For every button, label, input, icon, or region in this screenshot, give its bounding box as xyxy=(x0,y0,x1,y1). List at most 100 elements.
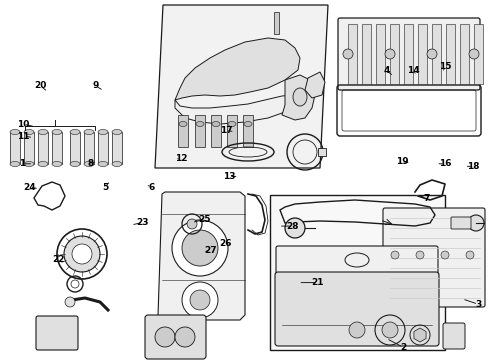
Text: 19: 19 xyxy=(395,158,407,166)
Ellipse shape xyxy=(112,162,122,166)
Circle shape xyxy=(409,325,429,345)
FancyBboxPatch shape xyxy=(275,246,437,275)
Bar xyxy=(84,132,94,164)
Ellipse shape xyxy=(70,130,80,135)
Bar xyxy=(431,24,440,84)
Circle shape xyxy=(374,315,404,345)
Ellipse shape xyxy=(84,162,94,166)
Polygon shape xyxy=(158,192,244,320)
Text: 17: 17 xyxy=(219,126,232,135)
Ellipse shape xyxy=(38,162,48,166)
FancyBboxPatch shape xyxy=(337,18,479,90)
Text: 3: 3 xyxy=(474,300,480,309)
Bar xyxy=(24,132,34,164)
Circle shape xyxy=(285,218,305,238)
Circle shape xyxy=(348,322,364,338)
Circle shape xyxy=(342,49,352,59)
Bar xyxy=(38,132,48,164)
Text: 25: 25 xyxy=(198,215,210,224)
Ellipse shape xyxy=(52,130,62,135)
Ellipse shape xyxy=(112,130,122,135)
Text: 7: 7 xyxy=(422,194,429,202)
Text: 9: 9 xyxy=(92,81,99,90)
Ellipse shape xyxy=(24,162,34,166)
Text: 4: 4 xyxy=(382,66,389,75)
Circle shape xyxy=(72,244,92,264)
Text: 26: 26 xyxy=(219,239,232,248)
Bar xyxy=(417,24,426,84)
Ellipse shape xyxy=(10,130,20,135)
Circle shape xyxy=(468,49,478,59)
Ellipse shape xyxy=(70,162,80,166)
Text: 15: 15 xyxy=(438,62,450,71)
Bar xyxy=(403,24,412,84)
Bar xyxy=(361,24,370,84)
Ellipse shape xyxy=(52,162,62,166)
FancyBboxPatch shape xyxy=(450,217,470,229)
Bar xyxy=(112,132,122,164)
Ellipse shape xyxy=(98,162,108,166)
Bar xyxy=(473,24,482,84)
Polygon shape xyxy=(155,5,327,168)
Circle shape xyxy=(186,219,197,229)
Text: 23: 23 xyxy=(136,218,149,227)
Text: 1: 1 xyxy=(19,159,25,168)
FancyBboxPatch shape xyxy=(442,323,464,349)
Ellipse shape xyxy=(212,122,220,126)
Text: 28: 28 xyxy=(285,222,298,231)
Circle shape xyxy=(182,282,218,318)
Ellipse shape xyxy=(98,130,108,135)
Circle shape xyxy=(155,327,175,347)
Text: 18: 18 xyxy=(466,162,479,171)
FancyBboxPatch shape xyxy=(145,315,205,359)
Polygon shape xyxy=(305,72,325,98)
Circle shape xyxy=(64,236,100,272)
Text: 2: 2 xyxy=(400,343,406,352)
Text: 22: 22 xyxy=(52,255,65,264)
Circle shape xyxy=(467,215,483,231)
Bar xyxy=(52,132,62,164)
Bar xyxy=(243,115,252,147)
Circle shape xyxy=(415,251,423,259)
Circle shape xyxy=(465,251,473,259)
Bar xyxy=(389,24,398,84)
Text: 16: 16 xyxy=(438,159,450,168)
Ellipse shape xyxy=(227,122,236,126)
Ellipse shape xyxy=(196,122,203,126)
Circle shape xyxy=(384,49,394,59)
Text: 6: 6 xyxy=(148,183,154,192)
Ellipse shape xyxy=(38,130,48,135)
Text: 14: 14 xyxy=(406,66,419,75)
Text: 5: 5 xyxy=(102,183,108,192)
Bar xyxy=(445,24,454,84)
Bar xyxy=(195,115,204,147)
Text: 27: 27 xyxy=(203,246,216,255)
Text: 8: 8 xyxy=(87,159,93,168)
Text: 11: 11 xyxy=(17,132,30,140)
Bar xyxy=(459,24,468,84)
Circle shape xyxy=(440,251,448,259)
Text: 13: 13 xyxy=(222,172,235,181)
Text: 20: 20 xyxy=(34,81,46,90)
Circle shape xyxy=(182,230,218,266)
Ellipse shape xyxy=(10,162,20,166)
Circle shape xyxy=(175,327,195,347)
Text: 21: 21 xyxy=(311,278,324,287)
Bar xyxy=(178,115,187,147)
Circle shape xyxy=(381,322,397,338)
Circle shape xyxy=(390,251,398,259)
Bar xyxy=(269,195,444,350)
Text: 24: 24 xyxy=(23,183,36,192)
Polygon shape xyxy=(175,38,299,100)
Bar xyxy=(317,148,325,156)
Bar xyxy=(10,132,20,164)
Ellipse shape xyxy=(84,130,94,135)
Circle shape xyxy=(426,49,436,59)
FancyBboxPatch shape xyxy=(36,316,78,350)
FancyBboxPatch shape xyxy=(382,208,484,307)
Bar xyxy=(210,115,221,147)
Ellipse shape xyxy=(24,130,34,135)
Circle shape xyxy=(172,220,227,276)
Bar xyxy=(273,12,279,34)
Bar xyxy=(98,132,108,164)
